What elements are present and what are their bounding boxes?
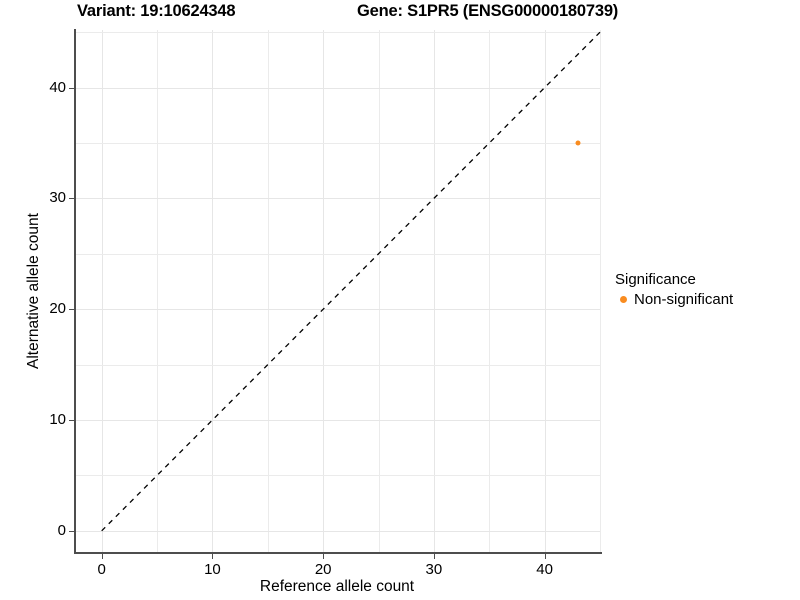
x-tick-label-0: 0 [97, 561, 106, 578]
x-tick-label-30: 30 [425, 561, 443, 578]
legend-entry-label: Non-significant [634, 291, 734, 308]
y-tick-label-10: 10 [49, 411, 66, 429]
y-tick-label-20: 20 [49, 300, 66, 318]
gridline-y-45 [74, 32, 600, 33]
gridline-y-35 [74, 143, 600, 144]
gridline-y-0 [74, 531, 600, 532]
gridline-y-15 [74, 365, 600, 366]
legend-entry-0[interactable]: Non-significant [615, 290, 800, 309]
y-axis-label: Alternative allele count [25, 213, 42, 369]
y-tick-label-0: 0 [57, 521, 66, 539]
data-point [575, 140, 581, 146]
legend-entries: Non-significant [615, 290, 800, 309]
x-axis-label: Reference allele count [259, 578, 415, 595]
y-tick-0 [69, 531, 74, 532]
gridline-y-40 [74, 88, 600, 89]
y-tick-label-30: 30 [49, 189, 66, 207]
x-axis-line [74, 552, 602, 554]
y-tick-10 [69, 420, 74, 421]
gridline-x-45 [600, 30, 601, 553]
chart-title-row: Variant: 19:10624348 Gene: S1PR5 (ENSG00… [0, 2, 800, 26]
plot-panel [74, 30, 601, 553]
gene-title: Gene: S1PR5 (ENSG00000180739) [357, 2, 619, 20]
x-tick-label-20: 20 [314, 561, 332, 578]
y-tick-label-40: 40 [49, 78, 66, 96]
x-tick-0 [102, 554, 103, 559]
legend-key-dot-icon [615, 291, 632, 308]
variant-title: Variant: 19:10624348 [77, 2, 236, 20]
y-axis-line [74, 29, 76, 554]
gridline-y-5 [74, 475, 600, 476]
gridline-y-20 [74, 309, 600, 310]
x-tick-30 [434, 554, 435, 559]
x-tick-label-10: 10 [204, 561, 221, 578]
legend-title: Significance [615, 271, 696, 288]
gridline-y-30 [74, 198, 600, 199]
y-tick-20 [69, 309, 74, 310]
y-tick-40 [69, 88, 74, 89]
gridline-y-10 [74, 420, 600, 421]
x-tick-label-40: 40 [536, 561, 553, 578]
x-tick-20 [323, 554, 324, 559]
x-tick-40 [545, 554, 546, 559]
y-tick-30 [69, 198, 74, 199]
x-tick-10 [212, 554, 213, 559]
legend: Significance Non-significant [615, 270, 800, 309]
gridline-y-25 [74, 254, 600, 255]
